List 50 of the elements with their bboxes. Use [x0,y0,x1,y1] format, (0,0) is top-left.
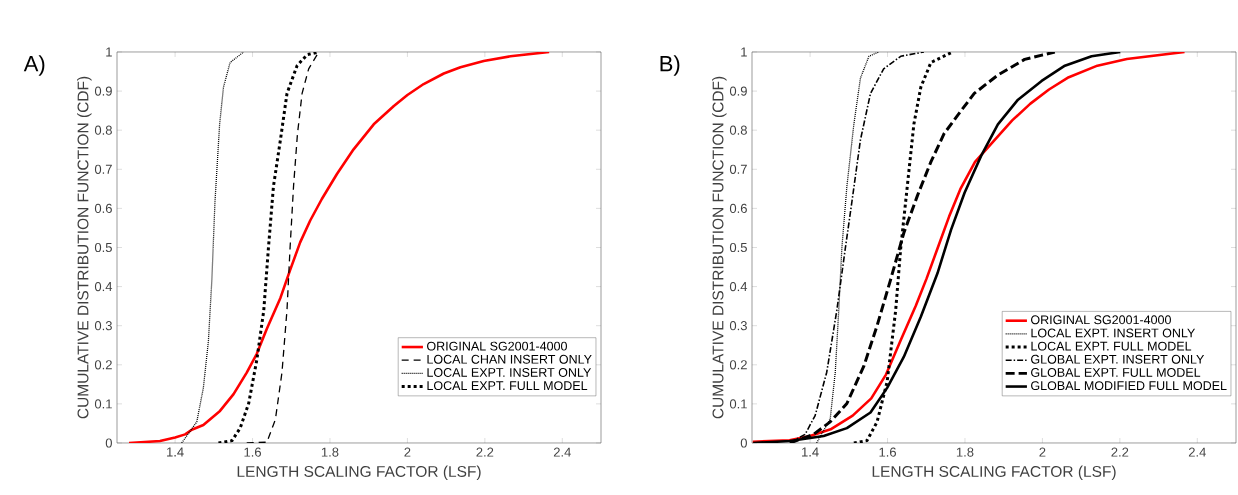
y-tick-label: 0.1 [94,399,112,409]
y-tick-label: 0.8 [729,125,747,135]
y-tick-label: 0.8 [94,125,112,135]
legend-label: LOCAL EXPT. FULL MODEL [427,381,588,391]
legend-label: ORIGINAL SG2001-4000 [427,341,567,351]
legend-label: LOCAL EXPT. INSERT ONLY [1031,328,1196,338]
legend-label: GLOBAL EXPT. FULL MODEL [1031,368,1201,377]
y-tick-label: 0.5 [729,242,747,253]
y-tick-label: 0.7 [729,164,747,174]
x-axis-title: LENGTH SCALING FACTOR (LSF) [237,465,481,481]
y-tick-label: 0.2 [729,360,747,370]
x-tick-label: 2 [404,447,411,457]
x-tick-label: 1.4 [167,447,184,457]
y-tick-label: 0.6 [94,203,112,213]
y-tick-label: 0.3 [729,321,747,331]
x-tick-label: 2.4 [1188,447,1206,457]
x-tick-label: 1.6 [244,447,261,457]
x-tick-label: 2.4 [553,447,571,457]
y-tick-label: 0.4 [729,281,748,292]
chart-title: A) [23,55,45,76]
legend-label: GLOBAL EXPT. INSERT ONLY [1031,354,1205,364]
legend-label: LOCAL EXPT. FULL MODEL [1031,341,1192,351]
y-axis-title: CUMULATIVE DISTRIBUTION FUNCTION (CDF) [712,76,727,419]
x-tick-label: 1.6 [879,447,896,457]
y-tick-label: 0.9 [729,86,747,96]
x-tick-label: 2.2 [1111,447,1129,457]
y-tick-label: 0 [740,438,747,448]
y-tick-label: 1 [741,47,747,57]
y-tick-label: 0.1 [729,399,747,409]
y-tick-label: 0.5 [94,242,112,253]
y-tick-label: 0.6 [729,203,747,213]
y-tick-label: 0.2 [94,360,112,370]
y-tick-label: 0.3 [94,321,112,331]
chart-title: B) [660,55,680,76]
legend-label: LOCAL EXPT. INSERT ONLY [427,368,592,377]
x-tick-label: 1.8 [956,447,974,457]
y-tick-label: 0.4 [94,281,113,292]
x-tick-label: 1.4 [802,447,819,457]
legend-label: GLOBAL MODIFIED FULL MODEL [1031,381,1227,391]
x-tick-label: 2 [1039,447,1046,457]
x-tick-label: 1.8 [321,447,339,457]
legend-label: LOCAL CHAN INSERT ONLY [427,354,592,364]
y-axis-title: CUMULATIVE DISTRIBUTION FUNCTION (CDF) [77,76,92,419]
y-tick-label: 0.9 [94,86,112,96]
y-tick-label: 1 [106,47,112,57]
legend-label: ORIGINAL SG2001-4000 [1031,315,1171,325]
x-tick-label: 2.2 [476,447,494,457]
x-axis-title: LENGTH SCALING FACTOR (LSF) [872,465,1116,481]
y-tick-label: 0 [105,438,112,448]
y-tick-label: 0.7 [94,164,112,174]
